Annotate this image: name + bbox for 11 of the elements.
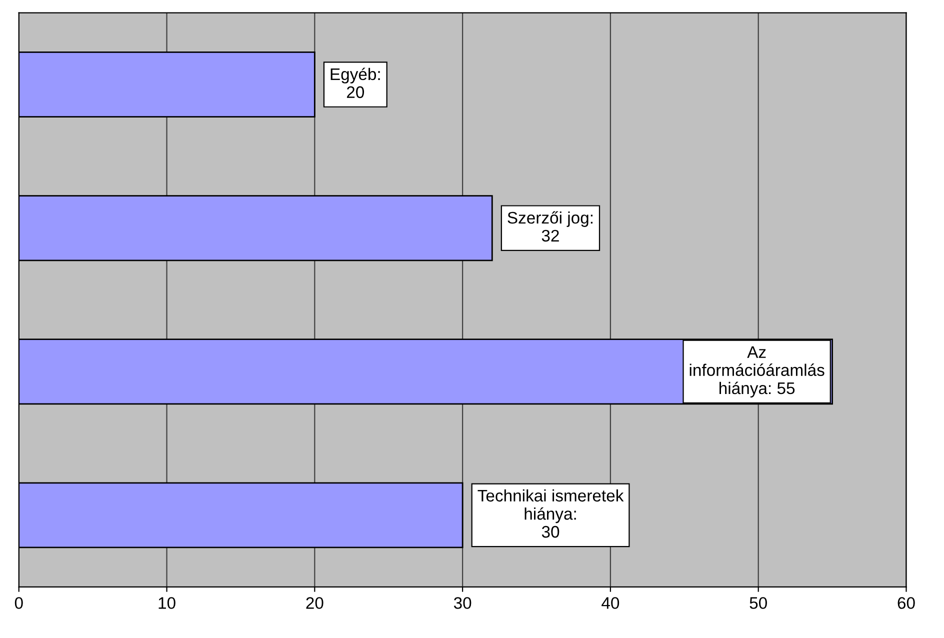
x-tick-label: 10 bbox=[158, 597, 176, 609]
data-label: Egyéb: 20 bbox=[330, 68, 380, 98]
x-tick-label: 50 bbox=[750, 597, 767, 609]
x-tick-label: 20 bbox=[306, 597, 324, 609]
x-tick-label: 60 bbox=[898, 597, 915, 609]
data-label: Szerzői jog: 32 bbox=[508, 211, 592, 242]
x-tick-label: 40 bbox=[602, 597, 620, 609]
data-label: Technikai ismeretek hiánya: 30 bbox=[478, 489, 624, 538]
data-label: Az információáramlás hiánya: 55 bbox=[690, 346, 824, 398]
x-tick-label: 30 bbox=[454, 597, 472, 609]
x-tick-label: 0 bbox=[14, 597, 23, 609]
